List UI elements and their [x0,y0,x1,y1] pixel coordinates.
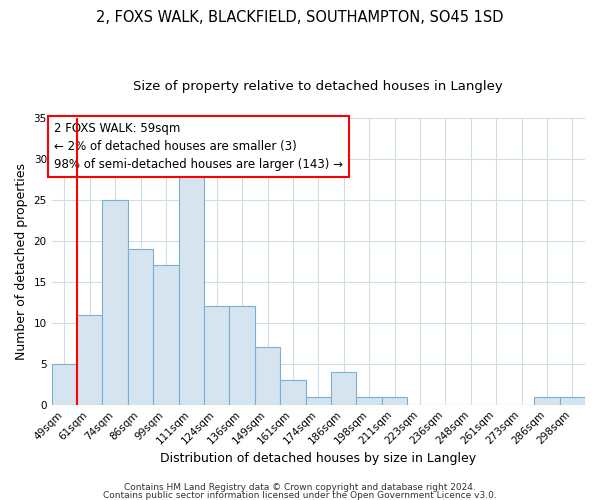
Bar [77,314,103,404]
Bar [560,396,585,404]
Bar [382,396,407,404]
Title: Size of property relative to detached houses in Langley: Size of property relative to detached ho… [133,80,503,93]
Text: Contains public sector information licensed under the Open Government Licence v3: Contains public sector information licen… [103,490,497,500]
Bar [331,372,356,404]
Y-axis label: Number of detached properties: Number of detached properties [15,163,28,360]
Bar [229,306,255,404]
Bar [255,348,280,405]
Bar [103,200,128,404]
Bar [128,249,153,404]
Text: 2, FOXS WALK, BLACKFIELD, SOUTHAMPTON, SO45 1SD: 2, FOXS WALK, BLACKFIELD, SOUTHAMPTON, S… [96,10,504,25]
Bar [305,396,331,404]
Bar [204,306,229,404]
Bar [356,396,382,404]
Bar [280,380,305,404]
Bar [179,175,204,404]
Text: Contains HM Land Registry data © Crown copyright and database right 2024.: Contains HM Land Registry data © Crown c… [124,484,476,492]
X-axis label: Distribution of detached houses by size in Langley: Distribution of detached houses by size … [160,452,476,465]
Bar [52,364,77,405]
Text: 2 FOXS WALK: 59sqm
← 2% of detached houses are smaller (3)
98% of semi-detached : 2 FOXS WALK: 59sqm ← 2% of detached hous… [55,122,343,171]
Bar [153,266,179,404]
Bar [534,396,560,404]
